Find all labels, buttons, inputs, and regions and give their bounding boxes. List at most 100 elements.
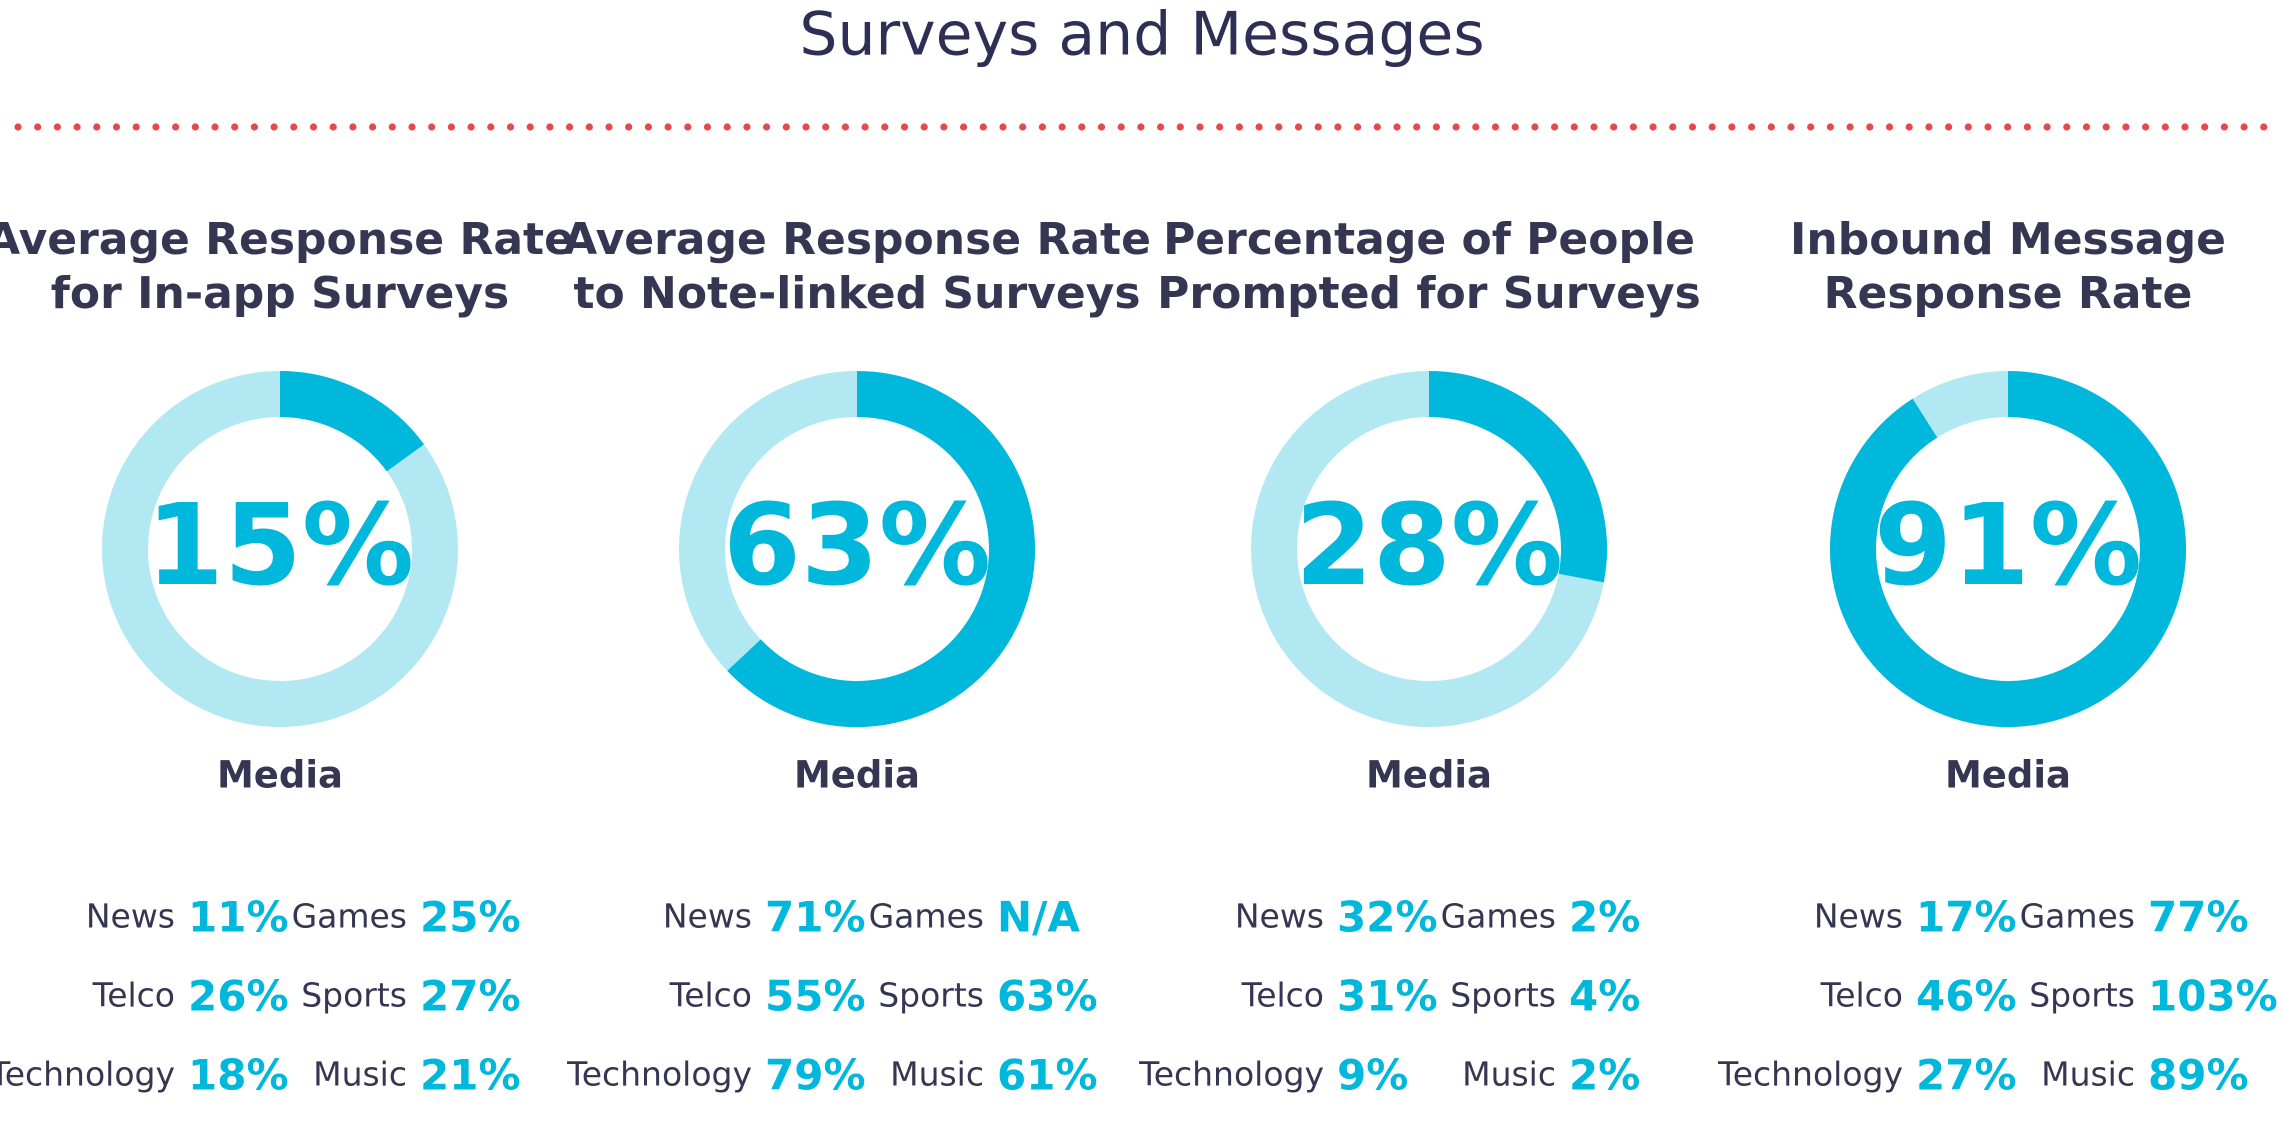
dot — [1452, 123, 1460, 131]
page-title: Surveys and Messages — [799, 0, 1484, 70]
dot — [1905, 123, 1913, 131]
center-value: 15% — [146, 481, 414, 611]
dot — [1688, 123, 1697, 131]
breakdown-label: Music — [890, 1055, 984, 1094]
breakdown-label: Telco — [92, 976, 175, 1015]
dot — [329, 123, 337, 131]
dot — [231, 123, 239, 131]
breakdown-value: 18% — [188, 1051, 289, 1100]
dot — [2063, 123, 2071, 131]
dot — [526, 123, 534, 131]
dot — [1807, 123, 1815, 131]
dot — [1708, 123, 1716, 131]
dot — [763, 123, 771, 131]
chart-title: for In-app Surveys — [51, 268, 509, 319]
breakdown-label: Technology — [0, 1055, 175, 1094]
segment-label: Media — [1366, 754, 1492, 797]
dot — [172, 123, 180, 131]
dot — [1570, 123, 1578, 131]
dot — [1157, 123, 1165, 131]
dot — [2082, 123, 2091, 131]
dot — [960, 123, 968, 131]
breakdown-label: Games — [2020, 897, 2135, 936]
dot — [2181, 123, 2189, 131]
dot — [1275, 123, 1283, 131]
dot — [1866, 123, 1874, 131]
dot — [566, 123, 574, 131]
breakdown-label: News — [663, 897, 752, 936]
dot — [1787, 123, 1795, 131]
breakdown-label: Music — [2041, 1055, 2135, 1094]
dot — [1649, 123, 1657, 131]
dot — [1551, 123, 1559, 131]
dot — [1413, 123, 1421, 131]
dot — [703, 123, 712, 131]
chart-title: to Note-linked Surveys — [573, 268, 1140, 319]
dot — [487, 123, 495, 131]
breakdown-label: News — [1235, 897, 1324, 936]
dot — [1511, 123, 1519, 131]
breakdown-value: 21% — [420, 1051, 521, 1100]
dot — [211, 123, 219, 131]
dot — [191, 123, 199, 131]
breakdown-value: 27% — [420, 972, 521, 1021]
dot — [1334, 123, 1342, 131]
dot — [1019, 123, 1027, 131]
dot — [428, 123, 436, 131]
breakdown-label: Music — [313, 1055, 407, 1094]
breakdown-value: 9% — [1337, 1051, 1408, 1100]
dot — [270, 123, 278, 131]
dot — [802, 123, 810, 131]
dot — [1885, 123, 1894, 131]
dot — [309, 123, 318, 131]
dot — [250, 123, 258, 131]
dot — [1058, 123, 1066, 131]
breakdown-label: Telco — [669, 976, 752, 1015]
breakdown-value: 11% — [188, 893, 289, 942]
dot — [34, 123, 42, 131]
breakdown-value: 79% — [765, 1051, 866, 1100]
dot — [1472, 123, 1480, 131]
dot — [112, 123, 121, 131]
dot — [1925, 123, 1933, 131]
dot — [1669, 123, 1677, 131]
dot — [1393, 123, 1401, 131]
dot — [1846, 123, 1854, 131]
breakdown-value: N/A — [997, 893, 1080, 942]
dot — [2122, 123, 2130, 131]
donut-arc — [1428, 371, 1607, 583]
dot — [1432, 123, 1440, 131]
center-value: 28% — [1295, 481, 1563, 611]
dot — [1097, 123, 1106, 131]
breakdown-label: Games — [869, 897, 984, 936]
dot — [1354, 123, 1362, 131]
breakdown-label: Games — [1441, 897, 1556, 936]
dot — [1767, 123, 1775, 131]
dot — [447, 123, 455, 131]
dot — [1137, 123, 1145, 131]
dot — [2240, 123, 2248, 131]
breakdown-value: 32% — [1337, 893, 1438, 942]
dot — [2142, 123, 2150, 131]
dot — [605, 123, 613, 131]
breakdown-label: Telco — [1241, 976, 1324, 1015]
breakdown-label: Sports — [301, 976, 407, 1015]
dot — [822, 123, 830, 131]
dot — [53, 123, 62, 131]
dot — [467, 123, 475, 131]
dot — [2260, 123, 2268, 131]
dot — [1826, 123, 1834, 131]
dot — [2201, 123, 2209, 131]
dot — [14, 123, 22, 131]
breakdown-value: 63% — [997, 972, 1098, 1021]
dot — [841, 123, 850, 131]
breakdown-value: 55% — [765, 972, 866, 1021]
breakdown-label: Technology — [1717, 1055, 1903, 1094]
dot — [782, 123, 790, 131]
dotted-divider — [14, 123, 2268, 131]
dot — [2043, 123, 2051, 131]
chart-title: Prompted for Surveys — [1157, 268, 1701, 319]
dot — [1491, 123, 1500, 131]
dot — [1964, 123, 1972, 131]
breakdown-label: Technology — [1138, 1055, 1324, 1094]
